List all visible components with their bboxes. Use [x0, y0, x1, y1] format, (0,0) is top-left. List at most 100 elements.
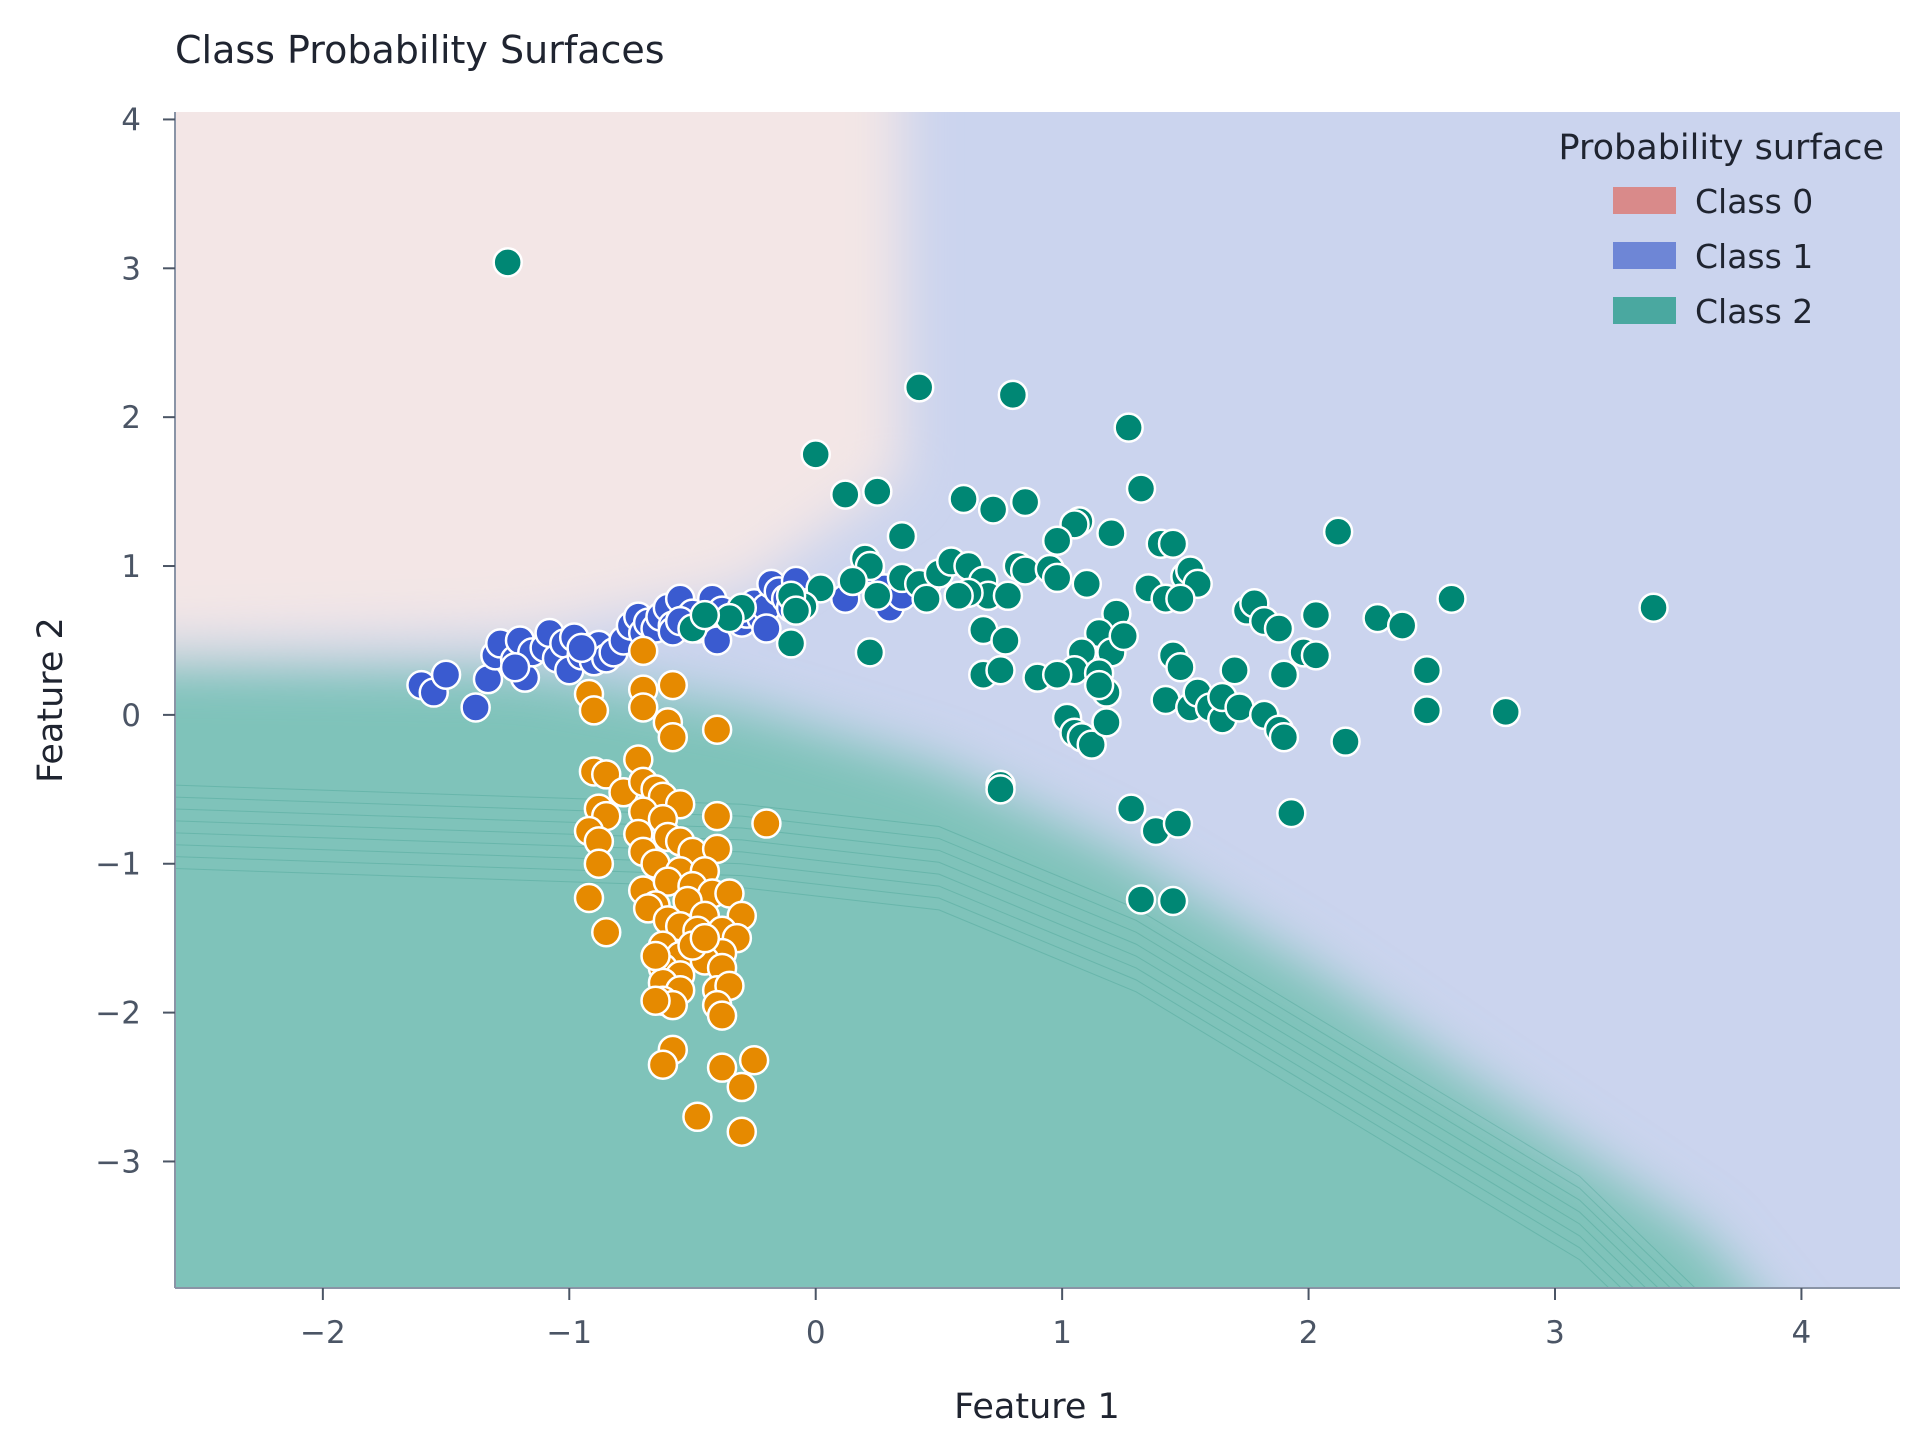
data-point — [460, 692, 491, 723]
surface-class0-region — [175, 112, 902, 644]
data-point — [1115, 793, 1147, 824]
data-point — [1157, 885, 1189, 917]
x-ticks: −2 −1 0 1 2 3 4 — [300, 1288, 1811, 1351]
data-point — [903, 372, 935, 403]
data-point — [1386, 610, 1418, 641]
data-point — [1268, 659, 1300, 690]
data-point — [1268, 721, 1300, 753]
data-point — [1041, 562, 1073, 594]
y-axis-title: Feature 2 — [31, 617, 71, 783]
data-point — [751, 613, 782, 644]
data-point — [640, 985, 671, 1016]
y-tick-label: 3 — [121, 251, 141, 287]
data-point — [911, 583, 942, 615]
data-point — [862, 476, 893, 507]
data-point — [1263, 613, 1295, 644]
y-tick-label: 4 — [121, 102, 141, 138]
data-point — [627, 692, 659, 723]
data-point — [997, 379, 1029, 411]
data-point — [1322, 516, 1354, 548]
legend-label: Class 0 — [1695, 182, 1813, 221]
x-tick-label: −2 — [300, 1315, 346, 1351]
data-point — [1276, 797, 1307, 829]
data-point — [1165, 583, 1196, 615]
contour-line — [175, 820, 1659, 1288]
data-point — [775, 628, 807, 659]
data-point — [627, 635, 659, 667]
surface-class2-region — [175, 665, 1746, 1288]
data-point — [1638, 592, 1669, 623]
legend-swatch — [1613, 297, 1676, 324]
legend-label: Class 2 — [1695, 292, 1813, 331]
legend-label: Class 1 — [1695, 237, 1813, 276]
surface-blend — [175, 112, 1746, 1288]
data-point — [751, 808, 782, 839]
data-point — [640, 940, 671, 972]
data-point — [990, 625, 1021, 656]
data-point — [948, 483, 979, 515]
data-point — [1490, 696, 1521, 728]
data-point — [689, 599, 721, 631]
y-tick-label: 2 — [121, 400, 141, 436]
data-point — [1091, 707, 1122, 738]
legend-swatch — [1613, 187, 1676, 214]
y-tick-label: −2 — [95, 996, 141, 1032]
y-tick-label: 1 — [121, 549, 141, 585]
x-tick-label: 2 — [1299, 1315, 1319, 1351]
data-point — [992, 580, 1024, 612]
data-point — [573, 882, 605, 914]
data-point — [738, 1044, 770, 1076]
data-point — [1041, 659, 1073, 690]
data-point — [1330, 726, 1361, 757]
data-point — [647, 1049, 679, 1080]
y-tick-label: −3 — [95, 1144, 141, 1180]
data-point — [1219, 654, 1250, 686]
data-point — [701, 800, 733, 832]
data-point — [1125, 473, 1157, 504]
data-point — [430, 659, 462, 690]
y-tick-label: −1 — [95, 847, 141, 883]
data-point — [1162, 808, 1194, 839]
x-tick-label: 3 — [1545, 1315, 1565, 1351]
data-point — [943, 580, 974, 612]
contour-line — [175, 796, 1684, 1288]
data-point — [566, 632, 597, 664]
data-point — [1113, 412, 1144, 443]
data-point — [862, 580, 893, 612]
data-point — [726, 1116, 758, 1147]
data-point — [1300, 640, 1332, 671]
data-point — [1009, 486, 1041, 518]
data-point — [657, 721, 689, 753]
legend-swatch — [1613, 242, 1676, 269]
data-point — [1096, 518, 1127, 549]
data-point — [1083, 669, 1115, 701]
data-point — [985, 654, 1016, 686]
data-point — [1071, 568, 1103, 600]
series-2 — [492, 247, 1669, 917]
data-point — [837, 565, 868, 597]
contour-line — [175, 856, 1622, 1288]
x-tick-label: 1 — [1052, 1315, 1072, 1351]
contour-line — [175, 844, 1635, 1288]
data-point — [1157, 528, 1189, 559]
data-point — [578, 695, 610, 726]
data-point — [583, 848, 615, 879]
data-point — [985, 774, 1016, 805]
data-point — [780, 595, 812, 626]
data-point — [1411, 654, 1443, 686]
data-point — [1165, 652, 1196, 683]
x-tick-label: 4 — [1792, 1315, 1812, 1351]
data-point — [706, 1052, 738, 1083]
probability-surface — [175, 112, 1900, 1288]
x-tick-label: −1 — [546, 1315, 592, 1351]
data-point — [1041, 525, 1073, 556]
data-point — [830, 479, 861, 510]
data-point — [854, 637, 886, 668]
data-point — [499, 652, 531, 683]
contour-line — [175, 808, 1672, 1288]
data-point — [706, 1000, 738, 1031]
axes — [174, 112, 1900, 1289]
x-tick-label: 0 — [806, 1315, 826, 1351]
data-point — [657, 669, 689, 701]
